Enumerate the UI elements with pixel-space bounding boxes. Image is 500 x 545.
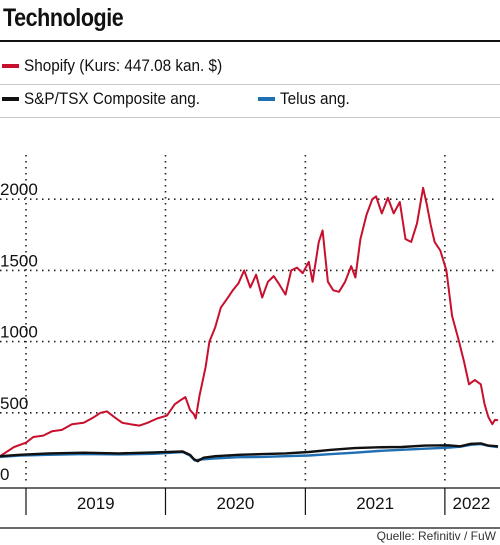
legend-swatch-telus — [258, 97, 275, 101]
legend-separator-bottom — [0, 117, 500, 118]
y-tick-labels: 2000 1500 1000 500 0 — [0, 180, 38, 484]
y-tick-label: 1000 — [0, 323, 38, 342]
x-tick-label: 2022 — [453, 494, 491, 513]
grid-layer — [0, 155, 500, 529]
legend-item-shopify: Shopify (Kurs: 447.08 kan. $) — [2, 56, 244, 76]
legend-label-telus: Telus ang. — [280, 89, 350, 108]
source-note: Quelle: Refinitiv / FuW — [376, 529, 496, 543]
title-rule — [0, 40, 500, 42]
series-layer — [0, 186, 499, 463]
series-line-tsx — [0, 442, 499, 463]
y-tick-label: 2000 — [0, 180, 38, 199]
x-tick-label: 2021 — [356, 494, 394, 513]
x-tick-label: 2020 — [217, 494, 255, 513]
legend-label-shopify: Shopify (Kurs: 447.08 kan. $) — [24, 56, 223, 75]
chart-title: Technologie — [3, 4, 124, 32]
x-tick-labels: 2019 2020 2021 2022 — [77, 494, 491, 513]
legend-separator — [0, 84, 500, 85]
y-tick-label: 500 — [0, 394, 28, 413]
legend-swatch-shopify — [2, 64, 19, 68]
series-line-shopify — [0, 186, 499, 458]
legend-item-tsx: S&P/TSX Composite ang. — [2, 89, 220, 109]
legend-item-telus: Telus ang. — [258, 89, 358, 109]
legend-swatch-tsx — [2, 97, 19, 101]
legend-label-tsx: S&P/TSX Composite ang. — [24, 89, 201, 108]
y-tick-label: 0 — [0, 465, 9, 484]
y-tick-label: 1500 — [0, 251, 38, 270]
x-tick-label: 2019 — [77, 494, 115, 513]
